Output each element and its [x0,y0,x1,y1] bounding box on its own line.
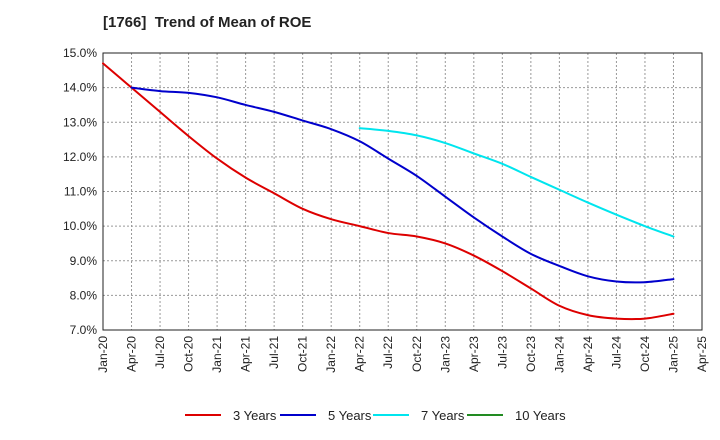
y-tick-label: 13.0% [63,115,97,129]
x-tick-label: Jan-22 [324,336,338,373]
plot-frame [102,52,703,331]
legend-swatch [280,414,316,416]
x-tick-label: Apr-24 [581,336,595,372]
x-tick-label: Jul-21 [267,336,281,369]
x-tick-label: Apr-20 [125,336,139,372]
y-axis-ticks: 7.0% 8.0% 9.0% 10.0% 11.0% 12.0% 13.0% 14.0% 15.… [63,46,97,337]
legend-label: 3 Years [233,407,277,423]
x-tick-label: Jan-20 [96,336,110,373]
x-tick-label: Apr-23 [467,336,481,372]
x-tick-label: Jan-23 [438,336,452,373]
y-tick-label: 7.0% [70,323,98,337]
legend-label: 7 Years [421,407,465,423]
x-tick-label: Jul-23 [495,336,509,369]
x-tick-label: Apr-21 [239,336,253,372]
legend-item-7-years: 7 Years [373,404,464,426]
grid-lines [103,53,702,330]
x-tick-label: Apr-25 [695,336,709,372]
x-tick-label: Oct-24 [638,336,652,372]
x-tick-label: Apr-22 [353,336,367,372]
x-tick-label: Oct-23 [524,336,538,372]
x-tick-label: Oct-22 [410,336,424,372]
legend-label: 10 Years [515,407,566,423]
x-tick-label: Jul-24 [609,336,623,369]
series-line-7-years [358,127,675,238]
x-axis-ticks: Jan-20 Apr-20 Jul-20 Oct-20 Jan-21 Apr-21 Jul-… [96,336,709,373]
y-tick-label: 8.0% [70,288,98,302]
legend: 3 Years 5 Years 7 Years 10 Years [0,404,720,426]
y-tick-label: 10.0% [63,219,97,233]
chart-title: [1766] Trend of Mean of ROE [103,14,312,31]
x-tick-label: Jan-21 [210,336,224,373]
x-tick-label: Jan-25 [666,336,680,373]
y-tick-label: 15.0% [63,46,97,60]
x-tick-label: Jan-24 [552,336,566,373]
legend-swatch [373,414,409,416]
legend-swatch [185,414,221,416]
legend-label: 5 Years [328,407,372,423]
y-tick-label: 12.0% [63,150,97,164]
axes [102,52,703,331]
legend-item-3-years: 3 Years [185,404,276,426]
y-tick-label: 14.0% [63,81,97,95]
legend-item-10-years: 10 Years [467,404,566,426]
y-tick-label: 11.0% [64,185,97,199]
series-line-3-years [102,62,675,321]
x-tick-label: Jul-20 [153,336,167,369]
series-lines [102,62,675,321]
x-tick-label: Oct-21 [296,336,310,372]
x-tick-label: Oct-20 [182,336,196,372]
legend-item-5-years: 5 Years [280,404,371,426]
series-line-5-years [130,86,675,284]
x-tick-label: Jul-22 [381,336,395,369]
y-tick-label: 9.0% [70,254,98,268]
legend-swatch [467,414,503,416]
